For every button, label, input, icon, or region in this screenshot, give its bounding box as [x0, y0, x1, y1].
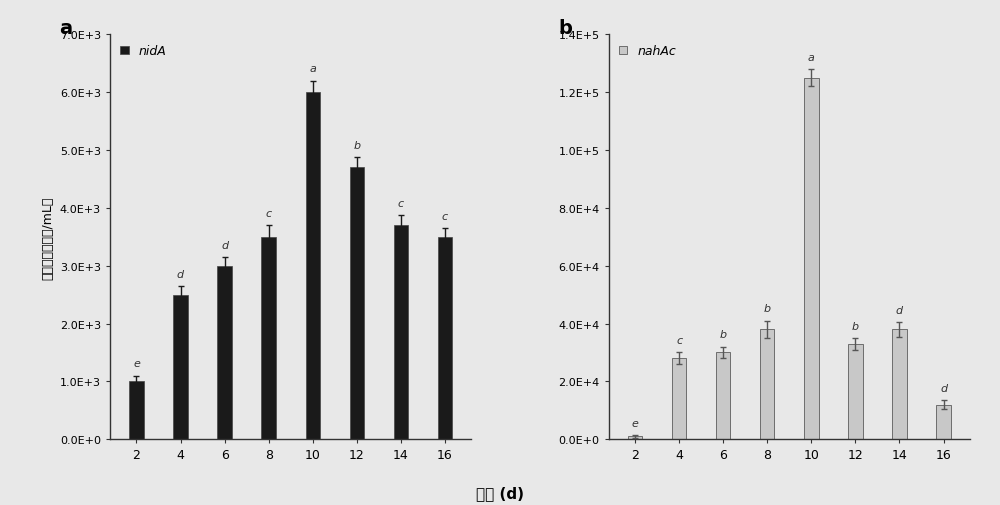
Text: c: c	[398, 198, 404, 208]
Bar	[438, 237, 452, 439]
Bar	[628, 436, 642, 439]
Text: a: a	[309, 64, 316, 74]
Bar	[936, 405, 951, 439]
Text: b: b	[852, 321, 859, 331]
Text: e: e	[133, 359, 140, 369]
Legend: nahAc: nahAc	[615, 41, 680, 62]
Bar	[217, 266, 232, 439]
Text: b: b	[720, 330, 727, 340]
Bar	[306, 93, 320, 439]
Text: d: d	[896, 305, 903, 315]
Bar	[129, 382, 144, 439]
Bar	[672, 359, 686, 439]
Legend: nidA: nidA	[116, 41, 170, 62]
Bar	[848, 344, 863, 439]
Bar	[892, 330, 907, 439]
Bar	[173, 295, 188, 439]
Text: c: c	[676, 335, 682, 345]
Text: 时间 (d): 时间 (d)	[476, 485, 524, 500]
Bar	[760, 330, 774, 439]
Text: d: d	[221, 240, 228, 250]
Bar	[394, 226, 408, 439]
Bar	[804, 79, 819, 439]
Text: a: a	[808, 53, 815, 63]
Text: b: b	[353, 140, 360, 150]
Y-axis label: 基因丰度（拷贝/mL）: 基因丰度（拷贝/mL）	[41, 196, 54, 279]
Text: c: c	[442, 212, 448, 221]
Text: d: d	[177, 269, 184, 279]
Text: b: b	[764, 304, 771, 314]
Bar	[261, 237, 276, 439]
Bar	[716, 353, 730, 439]
Text: a: a	[59, 19, 73, 38]
Text: e: e	[632, 418, 639, 428]
Text: c: c	[266, 209, 272, 219]
Text: b: b	[558, 19, 572, 38]
Bar	[350, 168, 364, 439]
Text: d: d	[940, 383, 947, 393]
